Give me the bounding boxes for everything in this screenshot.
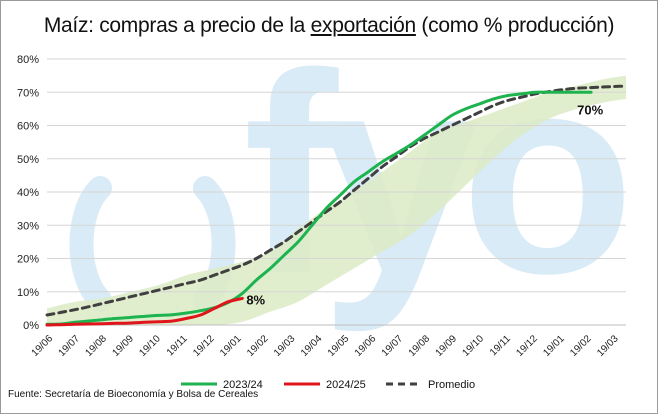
title-text-start: Maíz: compras a precio de la — [43, 14, 311, 37]
source-note: Fuente: Secretaría de Bioeconomía y Bols… — [8, 389, 259, 400]
title-text-end: (como % producción) — [415, 14, 615, 37]
y-tick-label: 40% — [17, 187, 39, 199]
title-text-underlined: exportación — [310, 14, 417, 37]
band-area — [47, 75, 626, 326]
annotation-label: 8% — [246, 292, 265, 307]
legend-label: Promedio — [428, 379, 475, 391]
annotations: 8% 70% — [246, 102, 603, 307]
y-tick-label: 30% — [17, 220, 39, 232]
x-tick-label: 19/01 — [218, 333, 244, 359]
x-tick-label: 19/02 — [245, 333, 271, 359]
y-tick-label: 10% — [17, 287, 39, 299]
y-tick-label: 50% — [17, 154, 39, 166]
x-tick-label: 19/07 — [57, 333, 83, 359]
x-tick-label: 19/03 — [272, 333, 298, 359]
y-axis-ticks: 0% 10% 20% 30% 40% 50% 60% 70% 80% — [17, 54, 39, 332]
chart-title: Maíz: compras a precio de la exportación… — [0, 14, 658, 38]
y-tick-label: 70% — [17, 87, 39, 99]
y-tick-label: 80% — [17, 54, 39, 66]
x-tick-label: 19/12 — [191, 333, 217, 359]
x-tick-label: 19/08 — [84, 333, 110, 359]
legend-label: 2024/25 — [326, 379, 366, 391]
x-tick-label: 19/06 — [353, 333, 379, 359]
y-tick-label: 20% — [17, 254, 39, 266]
x-tick-label: 19/07 — [380, 333, 406, 359]
x-tick-label: 19/10 — [137, 333, 163, 359]
range-band — [47, 75, 626, 326]
legend: 2023/24 2024/25 Promedio — [181, 379, 475, 391]
x-tick-label: 19/11 — [488, 333, 513, 358]
series-line-2023-24 — [45, 90, 593, 326]
x-axis-ticks: 19/06 19/07 19/08 19/09 19/10 19/11 19/12 19/01… — [30, 333, 621, 359]
x-tick-label: 19/02 — [568, 333, 594, 359]
annotation-label: 70% — [577, 102, 603, 117]
x-tick-label: 19/12 — [514, 333, 540, 359]
legend-label: 2023/24 — [223, 379, 263, 391]
x-tick-label: 19/09 — [110, 333, 136, 359]
series-line-promedio — [45, 84, 628, 317]
x-tick-label: 19/03 — [595, 333, 621, 359]
y-tick-label: 60% — [17, 121, 39, 133]
series-lines — [45, 84, 628, 327]
x-tick-label: 19/01 — [541, 333, 567, 359]
series-line-2024-25 — [45, 296, 244, 327]
x-tick-label: 19/09 — [434, 333, 460, 359]
x-tick-label: 19/04 — [299, 333, 325, 359]
x-tick-label: 19/05 — [326, 333, 352, 359]
x-tick-label: 19/08 — [407, 333, 433, 359]
x-tick-label: 19/06 — [30, 333, 56, 359]
gridlines — [47, 58, 626, 326]
x-tick-label: 19/10 — [461, 333, 487, 359]
x-tick-label: 19/11 — [165, 333, 190, 358]
y-tick-label: 0% — [23, 320, 39, 332]
watermark-arc-left — [69, 176, 112, 312]
